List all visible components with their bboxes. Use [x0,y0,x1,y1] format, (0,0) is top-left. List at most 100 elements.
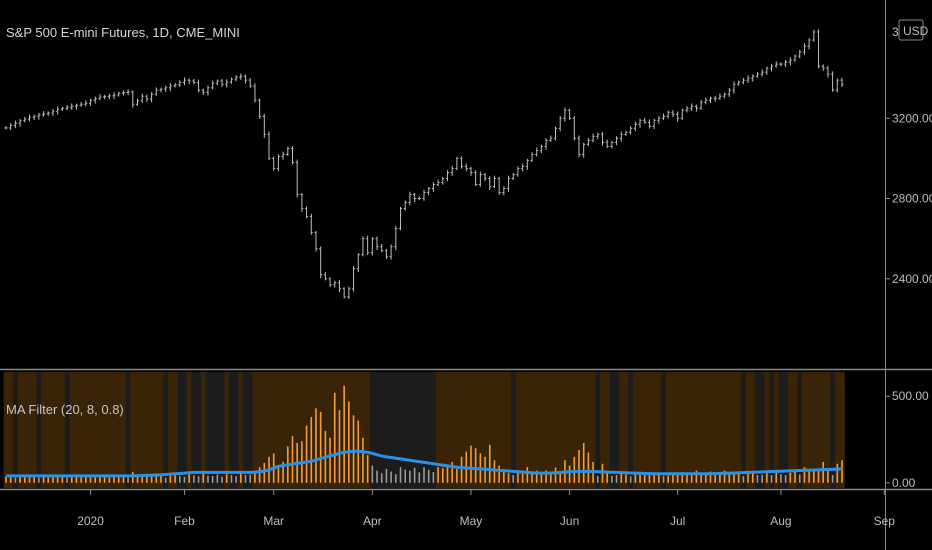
filter-region [78,372,84,488]
filter-region [586,372,592,488]
filter-region [571,372,578,488]
filter-region [135,372,141,488]
filter-region [416,372,423,488]
filter-region [506,372,512,488]
filter-region [388,372,394,488]
filter-region [323,372,329,488]
filter-region [290,372,296,488]
time-axis-label: Jun [560,514,579,528]
filter-region [233,372,239,488]
filter-region [741,372,747,488]
indicator-title[interactable]: MA Filter (20, 8, 0.8) [6,402,124,417]
filter-region [149,372,155,488]
filter-region [285,372,291,488]
filter-region [459,372,465,488]
filter-region [557,372,563,488]
filter-region [219,372,225,488]
filter-region [731,372,737,488]
filter-region [454,372,460,488]
filter-region [200,372,207,488]
filter-region [299,372,305,488]
filter-region [130,372,136,488]
filter-region [125,372,131,488]
filter-region [435,372,441,488]
filter-region [600,372,606,488]
filter-region [816,372,822,488]
filter-region [797,372,803,488]
filter-region [360,372,366,488]
filter-region [257,372,263,488]
filter-region [64,372,70,488]
filter-region [783,372,789,488]
filter-region [811,372,817,488]
filter-region [407,372,413,488]
price-series [4,29,844,300]
filter-region [478,372,484,488]
filter-region [820,372,826,488]
filter-region [449,372,455,488]
filter-region [463,372,470,488]
filter-region [708,372,714,488]
filter-region [50,372,56,488]
filter-region [8,372,14,488]
filter-region [510,372,516,488]
filter-background [3,372,845,488]
time-axis-label: 2020 [77,514,104,528]
indicator-bars [5,385,843,483]
filter-region [106,372,113,488]
filter-region [722,372,728,488]
filter-region [205,372,211,488]
filter-region [153,372,160,488]
filter-region [717,372,723,488]
filter-region [440,372,446,488]
filter-region [567,372,573,488]
filter-region [252,372,258,488]
filter-region [421,372,427,488]
filter-region [247,372,253,488]
filter-region [689,372,695,488]
filter-region [473,372,479,488]
filter-region [168,372,174,488]
filter-region [431,372,437,488]
filter-region [759,372,765,488]
filter-region [243,372,249,488]
filter-region [726,372,733,488]
filter-region [69,372,75,488]
filter-region [604,372,610,488]
currency-badge[interactable] [898,19,924,41]
filter-region [661,372,667,488]
filter-region [482,372,488,488]
filter-region [36,372,42,488]
filter-region [271,372,277,488]
filter-region [590,372,596,488]
filter-region [261,372,268,488]
filter-region [543,372,549,488]
filter-region [92,372,98,488]
filter-region [628,372,634,488]
filter-region [773,372,779,488]
time-axis-label: Feb [174,514,195,528]
filter-region [379,372,385,488]
filter-region [327,372,333,488]
time-axis[interactable]: 2020 Feb Mar Apr May Jun Jul Aug Sep [77,490,895,528]
time-axis-label: Mar [263,514,284,528]
filter-region [139,372,145,488]
filter-region [74,372,80,488]
filter-region [651,372,657,488]
price-axis-top-label: 3 [892,25,899,39]
indicator-axis[interactable]: 500.00 0.00 [885,389,929,490]
time-axis-label: Jul [670,514,685,528]
filter-region [445,372,451,488]
filter-region [581,372,587,488]
filter-region [398,372,404,488]
filter-region [210,372,216,488]
filter-region [158,372,164,488]
filter-region [172,372,178,488]
price-axis-label: 2800.00 [892,192,932,206]
indicator-axis-label: 0.00 [892,476,916,490]
filter-region [515,372,521,488]
price-axis[interactable]: 3200.00 2800.00 2400.00 [885,111,932,286]
filter-region [609,372,615,488]
filter-region [703,372,709,488]
filter-region [393,372,399,488]
